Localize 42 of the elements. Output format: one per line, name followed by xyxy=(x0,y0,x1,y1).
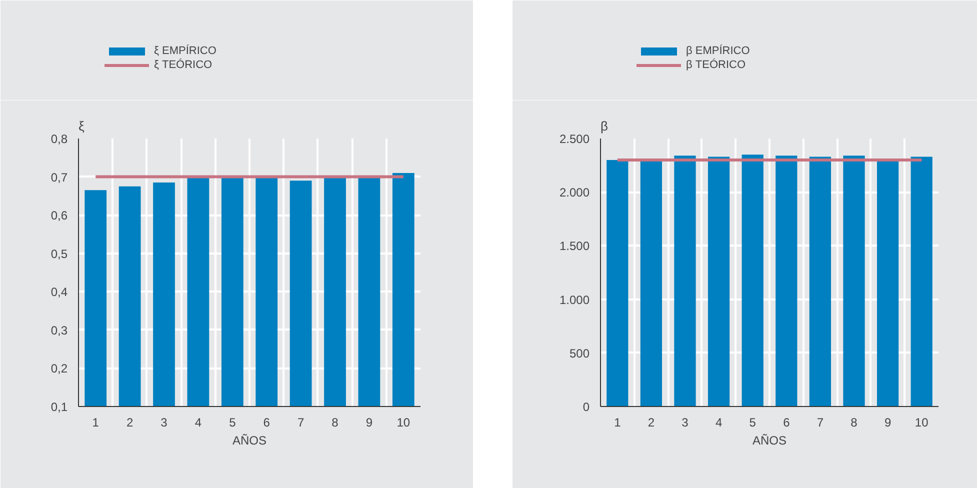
x-tick-label: 8 xyxy=(332,416,339,430)
x-tick-label: 10 xyxy=(914,416,929,430)
legend-label: β EMPÍRICO xyxy=(686,44,750,58)
y-tick-label: 1.000 xyxy=(559,292,590,307)
y-tick-label: 0,7 xyxy=(50,170,68,184)
legend-label: ξ EMPÍRICO xyxy=(154,44,216,58)
y-tick-label: 0,4 xyxy=(50,285,68,300)
y-tick-label: 2.500 xyxy=(559,132,590,146)
y-tick-label: 0,8 xyxy=(50,132,68,146)
x-tick-label: 7 xyxy=(297,416,304,430)
y-tick-label: 0 xyxy=(582,400,590,414)
x-tick-label: 6 xyxy=(263,416,270,430)
y-tick-label: 1.500 xyxy=(559,239,590,254)
x-tick-label: 4 xyxy=(194,416,202,430)
x-tick-label: 2 xyxy=(648,416,655,430)
x-tick-label: 5 xyxy=(749,416,756,430)
y-tick-label: 2.000 xyxy=(559,186,590,200)
x-tick-label: 3 xyxy=(160,416,168,430)
x-tick-label: 6 xyxy=(783,416,790,430)
x-tick-label: 9 xyxy=(884,416,892,430)
x-tick-label: 3 xyxy=(682,416,689,430)
x-tick-label: 10 xyxy=(396,416,410,430)
y-axis-title: β xyxy=(600,118,608,134)
x-tick-label: 2 xyxy=(126,416,134,430)
y-axis-title: ξ xyxy=(78,118,84,134)
y-tick-label: 0,2 xyxy=(50,362,68,376)
x-tick-label: 4 xyxy=(715,416,722,430)
x-tick-label: 5 xyxy=(229,416,236,430)
x-tick-label: 1 xyxy=(92,416,100,430)
y-tick-label: 500 xyxy=(569,346,590,360)
x-axis-title: AÑOS xyxy=(232,434,267,448)
x-tick-label: 8 xyxy=(850,416,858,430)
y-tick-label: 0,6 xyxy=(50,208,68,223)
y-tick-label: 0,5 xyxy=(50,246,68,261)
x-axis-title: AÑOS xyxy=(752,434,787,448)
x-tick-label: 1 xyxy=(614,416,622,430)
x-tick-label: 9 xyxy=(366,416,373,430)
y-tick-label: 0,3 xyxy=(50,323,68,338)
y-tick-label: 0,1 xyxy=(50,400,68,414)
legend-label: ξ TEÓRICO xyxy=(154,58,212,72)
legend-label: β TEÓRICO xyxy=(686,58,746,72)
x-tick-label: 7 xyxy=(816,416,824,430)
